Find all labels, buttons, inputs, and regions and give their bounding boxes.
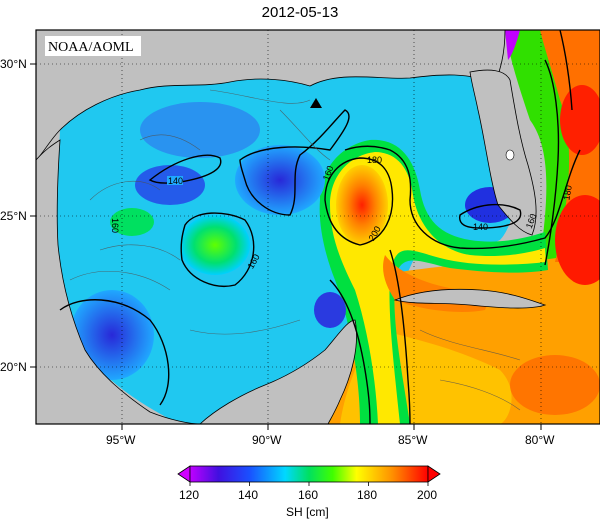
source-label: NOAA/AOML	[48, 40, 134, 55]
campeche-blue-spot	[314, 292, 346, 328]
map-frame	[35, 29, 600, 425]
central-green-eddy	[180, 215, 250, 275]
lat-label: 20°N	[0, 360, 27, 374]
contour-label: 140	[168, 176, 183, 186]
purple-corner	[505, 30, 520, 60]
colorbar-title: SH [cm]	[286, 505, 329, 519]
colorbar-tick-label: 140	[238, 488, 258, 502]
atlantic-red-patch	[560, 85, 600, 155]
lon-label: 85°W	[398, 433, 428, 447]
thin-contour-lines	[69, 89, 521, 411]
western-blue-eddy	[70, 290, 154, 380]
western-green-spot	[110, 208, 154, 236]
map-area: 140 160 160 160 180 200 140 160 180 NOAA…	[36, 30, 600, 424]
lat-label: 25°N	[0, 209, 27, 223]
central-blue-eddy	[235, 145, 325, 215]
graticule	[36, 30, 600, 424]
contour-label: 160	[524, 212, 539, 230]
cuba	[393, 288, 547, 309]
loop-current-eddy	[336, 165, 388, 245]
source-label-box	[45, 36, 141, 56]
northern-blue-patch	[140, 102, 260, 158]
lat-label: 30°N	[0, 57, 27, 71]
contour-label: 160	[321, 164, 336, 182]
contour-label: 160	[110, 218, 120, 233]
contour-label: 140	[473, 222, 488, 232]
florida-peninsula	[469, 69, 537, 236]
colorbar-min-arrow	[177, 465, 191, 483]
tick-marks	[30, 63, 542, 430]
colorbar-tick-label: 120	[179, 488, 199, 502]
caribbean-warm-spot	[510, 355, 600, 415]
yucatan-peninsula	[199, 319, 357, 424]
lon-label: 80°W	[525, 433, 555, 447]
lake-okeechobee	[505, 149, 515, 161]
colorbar-gradient	[189, 465, 429, 483]
colorbar-tick-label: 160	[298, 488, 318, 502]
colorbar-tick-label: 180	[357, 488, 377, 502]
atlantic-red-eddy	[555, 195, 600, 285]
colorbar-tick-label: 200	[417, 488, 437, 502]
contour-lines	[59, 30, 581, 424]
mexico-coast	[36, 139, 201, 424]
map-title: 2012-05-13	[261, 4, 339, 21]
lon-label: 95°W	[106, 433, 136, 447]
triangle-marker-icon	[310, 98, 322, 108]
colorbar: 120 140 160 180 200 SH [cm]	[177, 465, 441, 519]
lon-label: 90°W	[252, 433, 282, 447]
contour-label: 180	[561, 184, 573, 201]
contour-label: 180	[367, 155, 382, 165]
colorbar-max-arrow	[427, 465, 441, 483]
